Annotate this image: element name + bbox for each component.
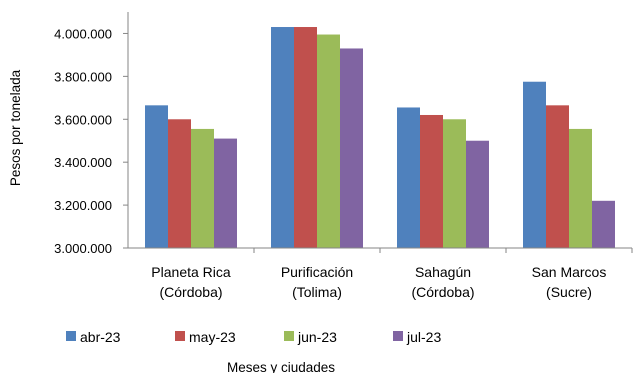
y-axis-title: Pesos por tonelada [8, 69, 23, 186]
x-category-label: (Sucre) [546, 284, 592, 300]
legend-label: jun-23 [297, 329, 337, 345]
bar [546, 105, 569, 248]
legend: abr-23 may-23 jun-23 jul-23 [66, 329, 441, 345]
x-category-label: Purificación [281, 264, 353, 280]
bar [569, 128, 592, 248]
legend-swatch [66, 331, 76, 341]
legend-swatch [175, 331, 185, 341]
bar [443, 119, 466, 248]
x-category-label: Sahagún [415, 264, 471, 280]
bars-group [145, 27, 615, 249]
legend-label: abr-23 [80, 329, 121, 345]
x-category-label: (Córdoba) [411, 284, 474, 300]
y-ticks-group: 3.000.000 3.200.000 3.400.000 3.600.000 3.80… [54, 26, 128, 256]
bar [317, 34, 340, 249]
bar [145, 105, 168, 248]
x-categories-group: Planeta Rica (Córdoba) Purificación (Tolima… [151, 264, 606, 300]
x-category-label: (Córdoba) [159, 284, 222, 300]
y-tick-label: 3.000.000 [54, 241, 112, 256]
legend-swatch [284, 331, 294, 341]
x-category-label: Planeta Rica [151, 264, 231, 280]
y-tick-label: 3.400.000 [54, 155, 112, 170]
bar [592, 200, 615, 248]
y-tick-label: 3.200.000 [54, 198, 112, 213]
bar [340, 48, 363, 248]
x-category-label: (Tolima) [292, 284, 342, 300]
x-axis-title: Meses y ciudades [227, 360, 335, 373]
bar [466, 140, 489, 248]
legend-label: jul-23 [406, 329, 441, 345]
y-tick-label: 3.800.000 [54, 69, 112, 84]
y-tick-label: 3.600.000 [54, 112, 112, 127]
bar [214, 138, 237, 248]
axes-group [127, 12, 633, 253]
legend-label: may-23 [189, 329, 236, 345]
bar [271, 27, 294, 248]
bar [523, 81, 546, 249]
bar [420, 114, 443, 249]
legend-swatch [393, 331, 403, 341]
bar [294, 27, 317, 248]
x-category-label: San Marcos [532, 264, 607, 280]
bar [168, 119, 191, 248]
bar [191, 128, 214, 248]
bar [397, 107, 420, 249]
y-tick-label: 4.000.000 [54, 26, 112, 41]
